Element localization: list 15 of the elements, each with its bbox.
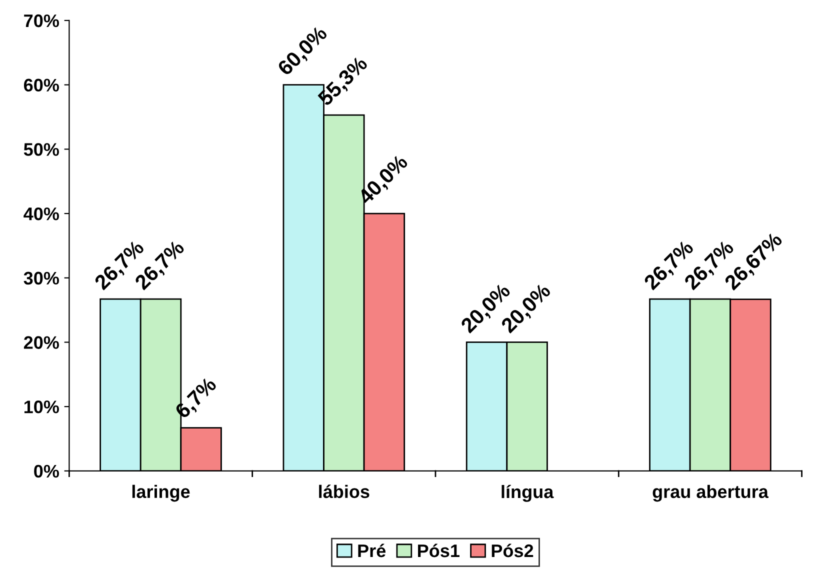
y-tick-label: 20% (24, 336, 59, 349)
legend-label: Pós2 (492, 544, 534, 558)
y-tick-label: 70% (24, 14, 59, 28)
y-tick-label: 10% (24, 400, 59, 414)
x-tick-label: lábios (319, 484, 370, 498)
y-tick-label: 0% (34, 464, 59, 478)
y-tick-label: 50% (24, 143, 59, 156)
legend-label: Pré (358, 544, 386, 558)
legend-label: Pós1 (418, 544, 460, 558)
x-tick-label: língua (502, 484, 554, 502)
y-tick-label: 30% (24, 272, 59, 285)
y-tick-label: 60% (24, 78, 59, 92)
x-tick-label: laringe (132, 484, 190, 502)
x-tick-label: grau abertura (652, 484, 769, 502)
y-tick-label: 40% (24, 207, 59, 220)
